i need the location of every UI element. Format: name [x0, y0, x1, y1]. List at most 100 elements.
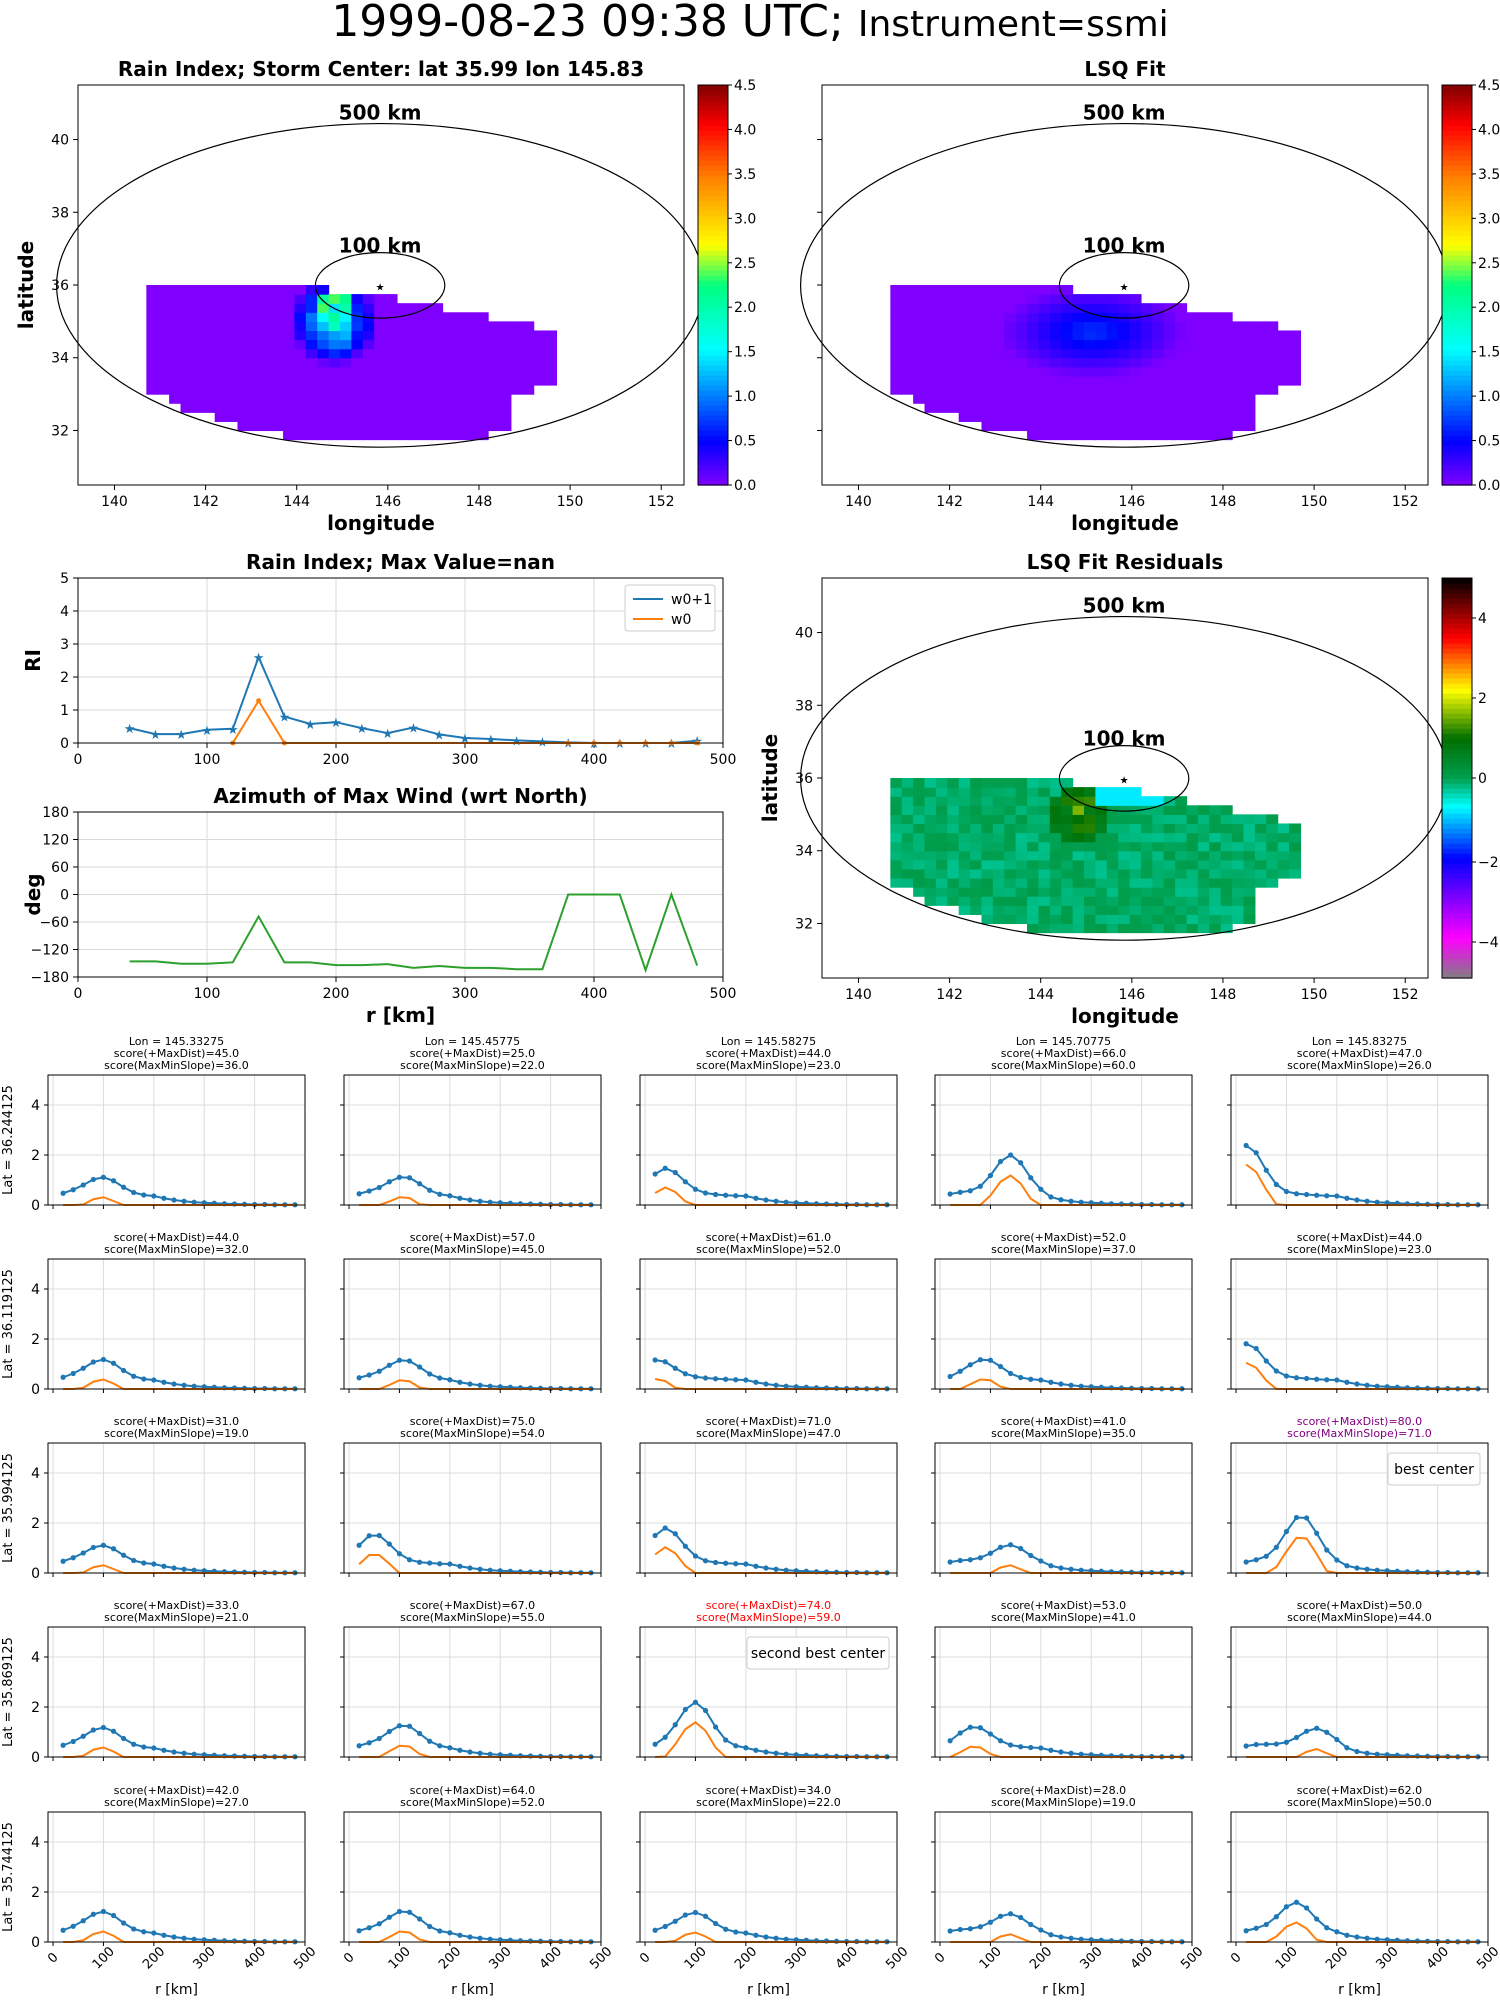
- y-tick-label: 2: [31, 1148, 40, 1164]
- y-tick-label: 60: [51, 860, 69, 876]
- w0p1-point: [753, 1747, 759, 1753]
- w0p1-point: [1364, 1566, 1370, 1572]
- x-tick-label: 200: [323, 752, 350, 768]
- w0p1-point: [682, 1179, 688, 1185]
- panel-title: score(MaxMinSlope)=27.0: [104, 1796, 249, 1809]
- grid-frame: [343, 1626, 602, 1758]
- colorbar-tick-label: −4: [1478, 935, 1499, 951]
- w0p1-point: [1038, 1186, 1044, 1192]
- data-point: ★: [124, 722, 136, 737]
- w0p1-point: [1344, 1195, 1350, 1201]
- w0p1-point: [1058, 1381, 1064, 1387]
- legend-label: w0+1: [671, 592, 712, 608]
- colorbar-tick-label: 2.0: [734, 300, 756, 316]
- w0p1-point: [682, 1912, 688, 1918]
- w0p1-point: [662, 1165, 668, 1171]
- w0p1-point: [1243, 1559, 1249, 1565]
- w0p1-point: [1354, 1748, 1360, 1755]
- panel-title: score(MaxMinSlope)=26.0: [1287, 1059, 1432, 1072]
- w0p1-point: [1068, 1198, 1074, 1204]
- map-xlabel: longitude: [327, 511, 435, 535]
- x-tick-label: 300: [1077, 1944, 1105, 1972]
- x-tick-label: 148: [1210, 494, 1237, 510]
- w0p1-point: [427, 1738, 433, 1744]
- panel-title: Lon = 145.70775: [1016, 1035, 1111, 1048]
- grid-frame: [343, 1258, 602, 1390]
- chart-xlabel: r [km]: [366, 1003, 435, 1027]
- y-tick-label: 36: [795, 771, 813, 787]
- w0p1-point: [753, 1563, 759, 1569]
- grid-plot-area: [344, 1627, 601, 1757]
- figure-title: 1999-08-23 09:38 UTC; Instrument=ssmi: [0, 0, 1500, 47]
- grid-panel: 0 2 4 Lat = 35.869125 score(+MaxDist)=33.0sc…: [1, 1599, 306, 1766]
- grid-panel: 0 100 200 300 400 500 r [km] score(+MaxDist)=64…: [340, 1784, 615, 1998]
- w0p1-point: [957, 1189, 963, 1195]
- w0p1-point: [141, 1192, 147, 1198]
- grid-plot-area: [48, 1075, 305, 1205]
- ring-label-500km: 500 km: [1083, 101, 1166, 125]
- x-tick-label: 500: [1178, 1944, 1206, 1972]
- w0p1-point: [1303, 1728, 1310, 1734]
- grid-xlabel: r [km]: [451, 1982, 494, 1998]
- y-tick-label: 4: [60, 604, 69, 620]
- x-tick-label: 500: [883, 1944, 911, 1972]
- ring-label-100km: 100 km: [1083, 233, 1166, 257]
- y-tick-label: 0: [60, 888, 69, 904]
- w0p1-point: [712, 1191, 719, 1198]
- w0p1-point: [1253, 1741, 1259, 1748]
- w0p1-point: [1018, 1160, 1024, 1166]
- w0p1-point: [161, 1747, 167, 1753]
- colorbar-tick-label: 0: [1478, 771, 1487, 787]
- panel-title: score(+MaxDist)=74.0: [706, 1599, 831, 1612]
- x-tick-label: 100: [386, 1944, 414, 1972]
- w0p1-point: [1354, 1565, 1360, 1571]
- w0p1-point: [967, 1188, 973, 1194]
- w0p1-point: [141, 1560, 147, 1566]
- panel-title: score(+MaxDist)=50.0: [1297, 1599, 1422, 1612]
- w0p1-point: [457, 1379, 463, 1385]
- map-panel-lsq: 500 km 100 km ★ 140 142 144 146 148 150 152 LSQ Fi…: [799, 57, 1500, 535]
- w0p1-point: [171, 1934, 177, 1940]
- x-tick-label: 100: [194, 752, 221, 768]
- w0p1-point: [967, 1557, 973, 1563]
- w0p1-point: [1048, 1932, 1054, 1938]
- w0p1-point: [1018, 1545, 1024, 1552]
- w0p1-point: [457, 1932, 463, 1938]
- y-tick-label: 2: [60, 670, 69, 686]
- w0p1-point: [70, 1923, 76, 1929]
- w0p1-point: [1314, 1725, 1320, 1731]
- colorbar-tick-label: 2: [1478, 691, 1487, 707]
- w0p1-point: [406, 1358, 413, 1364]
- y-tick-label: 0: [31, 1566, 40, 1582]
- grid-panel: 0 2 4 Lat = 36.119125 score(+MaxDist)=44.0sc…: [1, 1231, 306, 1398]
- w0p1-point: [356, 1928, 362, 1934]
- w0p1-point: [171, 1749, 177, 1755]
- w0p1-point: [477, 1566, 483, 1572]
- w0p1-point: [70, 1187, 76, 1193]
- grid-xlabel: r [km]: [1042, 1982, 1085, 1998]
- w0p1-point: [1007, 1542, 1014, 1548]
- w0p1-point: [702, 1913, 709, 1919]
- colorbar-tick-label: 4: [1478, 611, 1487, 627]
- w0p1-point: [396, 1551, 403, 1557]
- ring-label-500km: 500 km: [339, 101, 422, 125]
- y-tick-label: 36: [51, 278, 69, 294]
- x-tick-label: 300: [1373, 1944, 1401, 1972]
- map-xlabel: longitude: [1071, 511, 1179, 535]
- w0p1-point: [723, 1737, 729, 1743]
- w0p1-point: [151, 1930, 157, 1936]
- x-tick-label: 200: [323, 986, 350, 1002]
- grid-plot-area: [48, 1627, 305, 1757]
- w0p1-point: [1243, 1928, 1249, 1934]
- w0p1-point: [100, 1542, 107, 1548]
- w0p1-point: [1324, 1377, 1330, 1383]
- w0p1-point: [1048, 1194, 1054, 1200]
- w0p1-point: [712, 1920, 719, 1927]
- y-tick-label: 4: [31, 1650, 40, 1666]
- w0p1-point: [60, 1190, 66, 1196]
- w0p1-point: [120, 1735, 127, 1742]
- w0p1-point: [477, 1198, 483, 1204]
- x-tick-label: 144: [1027, 494, 1054, 510]
- w0p1-point: [672, 1722, 678, 1728]
- grid-plot-area: [1231, 1812, 1488, 1942]
